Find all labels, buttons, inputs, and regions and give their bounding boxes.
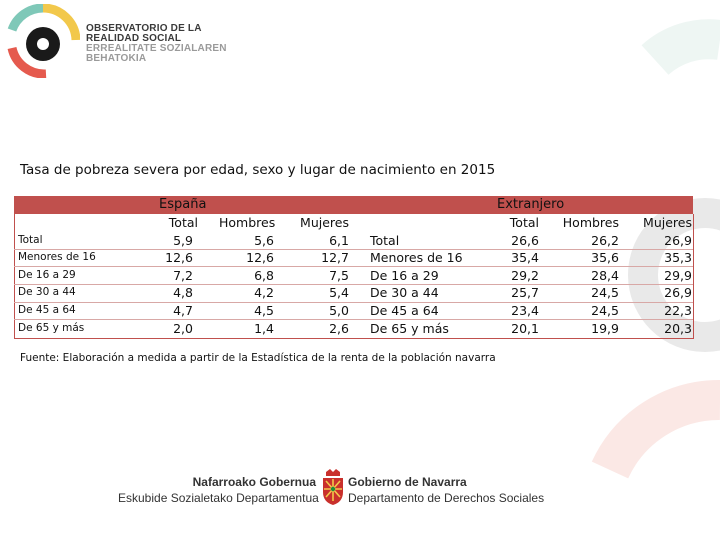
col-header-spain-0: Total: [168, 215, 198, 230]
spain-women-value: 5,4: [329, 285, 349, 301]
spain-row-label: Total: [18, 233, 43, 246]
spain-women-value: 2,6: [329, 320, 349, 336]
org-line-2: REALIDAD SOCIAL: [86, 33, 182, 44]
table-row: De 16 a 29 7,2 6,8 7,5 De 16 a 29 29,2 28,4 29,…: [14, 267, 693, 285]
spain-total-value: 5,9: [173, 232, 193, 248]
table-row: Total 5,9 5,6 6,1 Total 26,6 26,2 26,9: [14, 232, 693, 250]
row-divider: [14, 266, 693, 268]
org-line-1: OBSERVATORIO DE LA: [86, 23, 202, 34]
footer-left-line2: Eskubide Sozialetako Departamentua: [118, 491, 319, 505]
col-header-foreign-2: Mujeres: [643, 215, 692, 230]
spain-women-value: 5,0: [329, 303, 349, 318]
foreign-row-label: Total: [370, 232, 400, 248]
footer-basque: Nafarroako Gobernua Eskubide Sozialetako…: [118, 474, 319, 506]
spain-row-label: Menores de 16: [18, 251, 96, 264]
foreign-women-value: 26,9: [664, 285, 692, 301]
table-row: De 45 a 64 4,7 4,5 5,0 De 45 a 64 23,4 24,5 22,…: [14, 302, 693, 320]
col-header-foreign-0: Total: [509, 215, 539, 230]
spain-total-value: 4,8: [173, 285, 193, 301]
spain-men-value: 6,8: [254, 267, 274, 283]
foreign-row-label: De 16 a 29: [370, 267, 439, 283]
foreign-total-value: 25,7: [511, 285, 539, 301]
footer-spanish: Gobierno de Navarra Departamento de Dere…: [348, 474, 544, 506]
row-divider: [14, 319, 693, 321]
col-header-spain-2: Mujeres: [300, 215, 349, 230]
table-row: De 30 a 44 4,8 4,2 5,4 De 30 a 44 25,7 24,5 26,…: [14, 284, 693, 302]
spain-row-label: De 65 y más: [18, 321, 85, 334]
spain-total-value: 7,2: [173, 267, 193, 283]
spain-women-value: 7,5: [329, 267, 349, 283]
spain-women-value: 12,7: [321, 250, 349, 266]
spain-total-value: 4,7: [173, 303, 193, 318]
table-row: Menores de 16 12,6 12,6 12,7 Menores de 16 35…: [14, 249, 693, 267]
col-header-spain-1: Hombres: [219, 215, 276, 230]
table-header-row: Total Hombres Mujeres Total Hombres Mujeres: [14, 214, 693, 232]
foreign-women-value: 29,9: [664, 267, 692, 283]
org-line-4: BEHATOKIA: [86, 53, 147, 64]
spain-row-label: De 30 a 44: [18, 286, 76, 299]
bg-arc-teal-icon: [641, 19, 720, 76]
foreign-total-value: 26,6: [511, 232, 539, 248]
row-divider: [14, 301, 693, 303]
footer-left-line1: Nafarroako Gobernua: [192, 475, 316, 489]
spain-total-value: 2,0: [173, 320, 193, 336]
footer-right-line1: Gobierno de Navarra: [348, 475, 467, 489]
row-divider: [14, 248, 693, 250]
foreign-total-value: 23,4: [511, 303, 539, 318]
spain-row-label: De 16 a 29: [18, 268, 76, 281]
spain-men-value: 12,6: [246, 250, 274, 266]
page-title: Tasa de pobreza severa por edad, sexo y …: [20, 162, 496, 178]
foreign-women-value: 26,9: [664, 232, 692, 248]
spain-row-label: De 45 a 64: [18, 304, 76, 316]
foreign-total-value: 29,2: [511, 267, 539, 283]
row-divider: [14, 283, 693, 285]
org-line-3: ERREALITATE SOZIALAREN: [86, 43, 227, 54]
spain-men-value: 1,4: [254, 320, 274, 336]
foreign-men-value: 28,4: [591, 267, 619, 283]
group-spain-label: España: [159, 197, 207, 212]
footer-right-line2: Departamento de Derechos Sociales: [348, 491, 545, 505]
observatorio-logo-icon: [7, 4, 80, 78]
foreign-women-value: 20,3: [664, 320, 692, 336]
foreign-total-value: 35,4: [511, 250, 539, 266]
bg-arc-pink-icon: [591, 380, 720, 479]
spain-men-value: 4,2: [254, 285, 274, 301]
foreign-row-label: Menores de 16: [370, 250, 463, 266]
table-outline: [14, 214, 694, 339]
foreign-total-value: 20,1: [511, 320, 539, 336]
org-name: OBSERVATORIO DE LA REALIDAD SOCIAL ERREA…: [86, 24, 227, 64]
foreign-row-label: De 65 y más: [370, 320, 449, 336]
foreign-row-label: De 30 a 44: [370, 285, 439, 301]
foreign-men-value: 35,6: [591, 250, 619, 266]
table-row: De 65 y más 2,0 1,4 2,6 De 65 y más 20,1 19,9 2…: [14, 320, 693, 338]
foreign-men-value: 19,9: [591, 320, 619, 336]
spain-total-value: 12,6: [165, 250, 193, 266]
foreign-men-value: 24,5: [591, 285, 619, 301]
source-note: Fuente: Elaboración a medida a partir de…: [20, 352, 496, 364]
col-header-foreign-1: Hombres: [562, 215, 619, 230]
navarra-coat-of-arms-icon: [323, 469, 343, 505]
spain-women-value: 6,1: [329, 232, 349, 248]
foreign-women-value: 22,3: [664, 303, 692, 318]
foreign-men-value: 26,2: [591, 232, 619, 248]
group-foreign-label: Extranjero: [497, 197, 565, 212]
foreign-row-label: De 45 a 64: [370, 303, 439, 318]
table-header-band: España Extranjero: [14, 196, 693, 214]
spain-men-value: 5,6: [254, 232, 274, 248]
spain-men-value: 4,5: [254, 303, 274, 318]
foreign-women-value: 35,3: [664, 250, 692, 266]
foreign-men-value: 24,5: [591, 303, 619, 318]
